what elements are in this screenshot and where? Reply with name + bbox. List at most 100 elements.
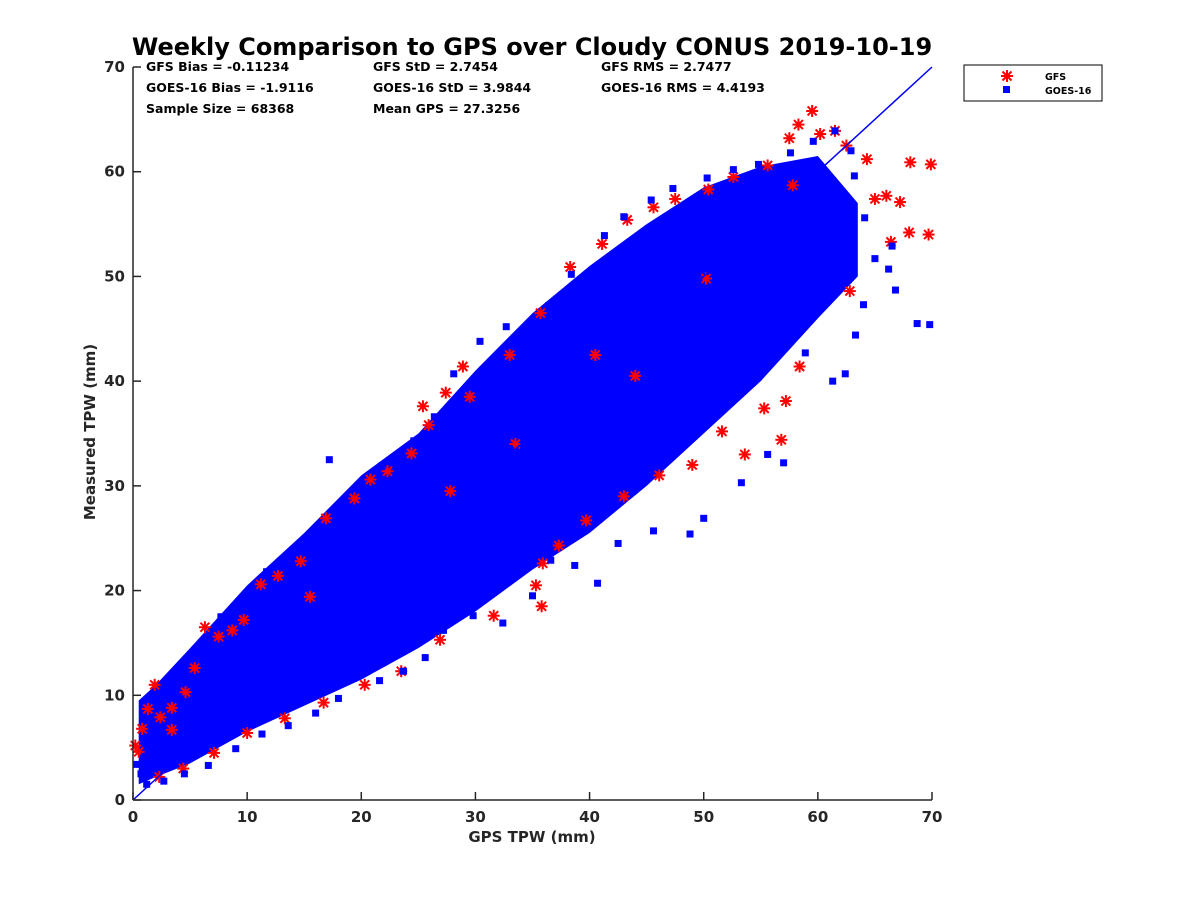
x-tick-label: 50	[693, 808, 714, 826]
goes-16-point	[140, 753, 148, 761]
gfs-point	[904, 156, 917, 169]
gfs-point	[364, 473, 377, 486]
goes-16-point	[186, 681, 194, 689]
stat-goes-bias: GOES-16 Bias = -1.9116	[146, 80, 314, 95]
goes-16-point	[885, 265, 893, 273]
goes-16-point	[571, 561, 579, 569]
gfs-point	[779, 395, 792, 408]
gfs-point	[136, 722, 149, 735]
gfs-point	[758, 402, 771, 415]
gfs-point	[647, 201, 660, 214]
goes-16-point-cloud	[138, 156, 858, 785]
gfs-point	[580, 514, 593, 527]
goes-16-point	[764, 450, 772, 458]
gfs-point	[444, 485, 457, 498]
gfs-point	[880, 189, 893, 202]
stat-gfs-bias: GFS Bias = -0.11234	[146, 59, 289, 74]
goes-16-point	[421, 654, 429, 662]
gfs-point	[141, 702, 154, 715]
gfs-point	[669, 192, 682, 205]
goes-16-point	[620, 213, 628, 221]
gfs-point	[434, 633, 447, 646]
stat-sample-size: Sample Size = 68368	[146, 101, 294, 116]
gfs-point	[226, 624, 239, 637]
gfs-point	[165, 701, 178, 714]
goes-16-point	[334, 694, 342, 702]
goes-16-point	[469, 612, 477, 620]
x-tick-label: 40	[579, 808, 600, 826]
gfs-point	[775, 433, 788, 446]
goes-16-point	[786, 149, 794, 157]
stat-goes-rms: GOES-16 RMS = 4.4193	[601, 80, 765, 95]
goes-16-point	[499, 619, 507, 627]
stat-mean-gps: Mean GPS = 27.3256	[373, 101, 520, 116]
x-tick-label: 20	[351, 808, 372, 826]
legend-box	[963, 64, 1103, 102]
goes-16-point	[850, 172, 858, 180]
gfs-point	[761, 159, 774, 172]
gfs-point	[303, 590, 316, 603]
goes-16-point	[926, 321, 934, 329]
goes-16-point	[143, 780, 151, 788]
goes-16-point	[137, 770, 145, 778]
goes-16-point	[180, 770, 188, 778]
goes-16-point	[755, 160, 763, 168]
y-tick-label: 10	[104, 686, 125, 704]
goes-16-point	[223, 707, 231, 715]
gfs-point	[208, 746, 221, 759]
goes-16-point	[801, 349, 809, 357]
gfs-point	[535, 600, 548, 613]
y-tick-label: 0	[115, 791, 125, 809]
gfs-point	[254, 578, 267, 591]
gfs-point	[422, 419, 435, 432]
gfs-point	[294, 555, 307, 568]
goes-16-point	[654, 309, 662, 317]
goes-16-point	[289, 634, 297, 642]
gfs-point	[903, 226, 916, 239]
goes-16-point	[547, 556, 555, 564]
goes-16-point	[449, 513, 457, 521]
gfs-point	[148, 678, 161, 691]
goes-16-point	[386, 566, 394, 574]
y-tick-label: 40	[104, 372, 125, 390]
gfs-point	[529, 579, 542, 592]
goes-16-point	[723, 335, 731, 343]
goes-16-point	[860, 301, 868, 309]
y-axis-label: Measured TPW (mm)	[81, 344, 99, 520]
goes-16-point	[217, 613, 225, 621]
goes-16-point	[600, 232, 608, 240]
gfs-point	[686, 458, 699, 471]
goes-16-point	[258, 730, 266, 738]
goes-16-point	[861, 214, 869, 222]
goes-16-point	[814, 220, 822, 228]
x-tick-label: 0	[128, 808, 138, 826]
goes-16-point	[608, 351, 616, 359]
goes-16-point	[809, 137, 817, 145]
legend-goes-label: GOES-16	[1045, 86, 1092, 97]
axes: 0 10 20 30 40 50 60 70 0 10 20 30 40 50 60 70	[104, 58, 942, 826]
gfs-point	[924, 158, 937, 171]
gfs-point	[241, 726, 254, 739]
goes-16-point	[831, 127, 839, 135]
gfs-point	[358, 678, 371, 691]
gfs-point	[536, 557, 549, 570]
goes-16-point	[439, 626, 447, 634]
goes-16-point	[284, 722, 292, 730]
x-axis-label: GPS TPW (mm)	[468, 828, 595, 846]
goes-16-point	[132, 760, 140, 768]
x-tick-label: 60	[807, 808, 828, 826]
goes-16-point	[852, 331, 860, 339]
stat-goes-std: GOES-16 StD = 3.9844	[373, 80, 531, 95]
gfs-point	[868, 192, 881, 205]
goes-16-point	[232, 745, 240, 753]
gfs-point	[552, 539, 565, 552]
legend-goes-marker-icon	[1003, 86, 1010, 93]
y-tick-label: 70	[104, 58, 125, 76]
legend: GFS GOES-16	[963, 64, 1103, 102]
gfs-point	[212, 630, 225, 643]
goes-16-point	[506, 445, 514, 453]
goes-16-point	[450, 370, 458, 378]
gfs-point	[198, 621, 211, 634]
goes-16-point	[703, 174, 711, 182]
